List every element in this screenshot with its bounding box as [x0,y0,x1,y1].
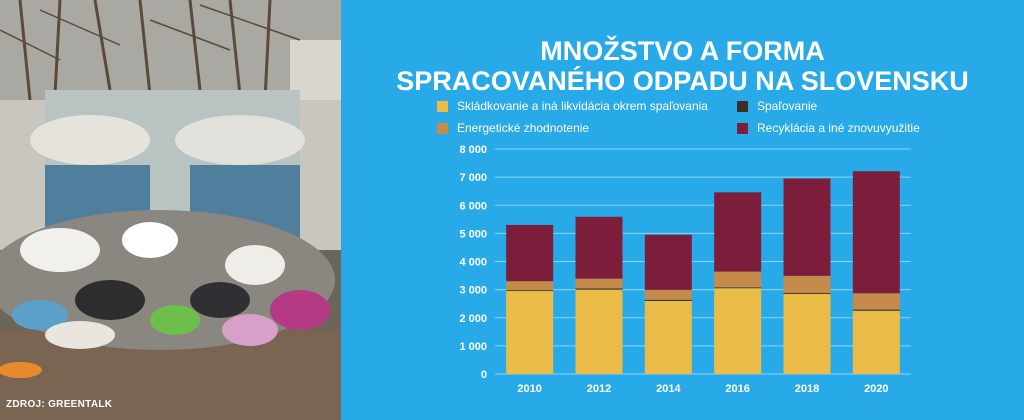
source-note: ZDROJ: GREENTALK [6,399,113,410]
legend-label-recycling: Recyklácia a iné znovuvyužitie [757,121,920,135]
y-tick-label: 4 000 [459,257,487,269]
legend-swatch-recycling [737,122,748,134]
bar-segment-2016-series-0 [714,288,762,374]
waste-photo: ZDROJ: GREENTALK [0,0,341,420]
bar-segment-2012-series-3 [575,216,623,279]
bar-segment-2014-series-1 [644,299,692,301]
bar-segment-2020-series-0 [852,310,900,374]
chart-title-line-1: MNOŽSTVO A FORMA [540,36,825,66]
legend-swatch-incineration [737,100,748,112]
bar-segment-2012-series-0 [575,289,623,374]
y-tick-label: 7 000 [459,172,487,184]
bar-segment-2014-series-0 [644,300,692,374]
bar-segment-2018-series-2 [783,275,831,293]
y-tick-label: 1 000 [459,341,487,353]
x-tick-label: 2014 [656,383,681,395]
legend-label-incineration: Spaľovanie [757,99,818,113]
bar-segment-2010-series-3 [506,224,554,282]
legend-label-energy: Energetické zhodnotenie [457,121,590,135]
y-tick-label: 8 000 [459,144,487,156]
legend-item-incineration: Spaľovanie [737,99,817,113]
x-tick-label: 2012 [587,383,611,395]
y-tick-label: 3 000 [459,285,487,297]
bar-segment-2010-series-0 [506,291,554,374]
bar-segment-2016-series-1 [714,287,762,289]
bar-segment-2012-series-2 [575,278,623,289]
bar-segment-2014-series-2 [644,289,692,300]
bar-segment-2014-series-3 [644,234,692,290]
bar-segment-2018-series-0 [783,293,831,374]
legend-swatch-energy [437,122,448,134]
bar-segment-2018-series-3 [783,178,831,276]
bar-segment-2016-series-2 [714,271,762,288]
x-tick-label: 2016 [725,383,749,395]
bar-segment-2020-series-3 [852,171,900,294]
bar-segment-2020-series-2 [852,293,900,310]
waste-photo-illustration [0,0,341,420]
legend-item-recycling: Recyklácia a iné znovuvyužitie [737,121,920,135]
bar-segment-2010-series-1 [506,290,554,292]
legend-item-energy: Energetické zhodnotenie [437,121,589,135]
bar-segment-2018-series-1 [783,293,831,294]
x-tick-label: 2020 [864,383,888,395]
chart-title: MNOŽSTVO A FORMA SPRACOVANÉHO ODPADU NA … [341,36,1024,96]
bar-segment-2010-series-2 [506,281,554,291]
bar-segment-2012-series-1 [575,288,623,290]
chart-panel: MNOŽSTVO A FORMA SPRACOVANÉHO ODPADU NA … [341,0,1024,420]
bar-segment-2016-series-3 [714,192,762,272]
y-tick-label: 5 000 [459,228,487,240]
legend-label-landfill: Skládkovanie a iná likvidácia okrem spaľ… [457,99,708,113]
y-tick-label: 2 000 [459,313,487,325]
x-tick-label: 2010 [517,383,541,395]
x-tick-label: 2018 [795,383,819,395]
y-tick-label: 6 000 [459,200,487,212]
bar-segment-2020-series-1 [852,309,900,311]
legend-item-landfill: Skládkovanie a iná likvidácia okrem spaľ… [437,99,708,113]
y-tick-label: 0 [481,369,487,381]
stacked-bar-chart: 0 1 000 2 000 3 000 4 000 5 000 6 000 7 000 8 00… [459,144,911,395]
legend-swatch-landfill [437,100,448,112]
chart-title-line-2: SPRACOVANÉHO ODPADU NA SLOVENSKU [396,66,969,96]
